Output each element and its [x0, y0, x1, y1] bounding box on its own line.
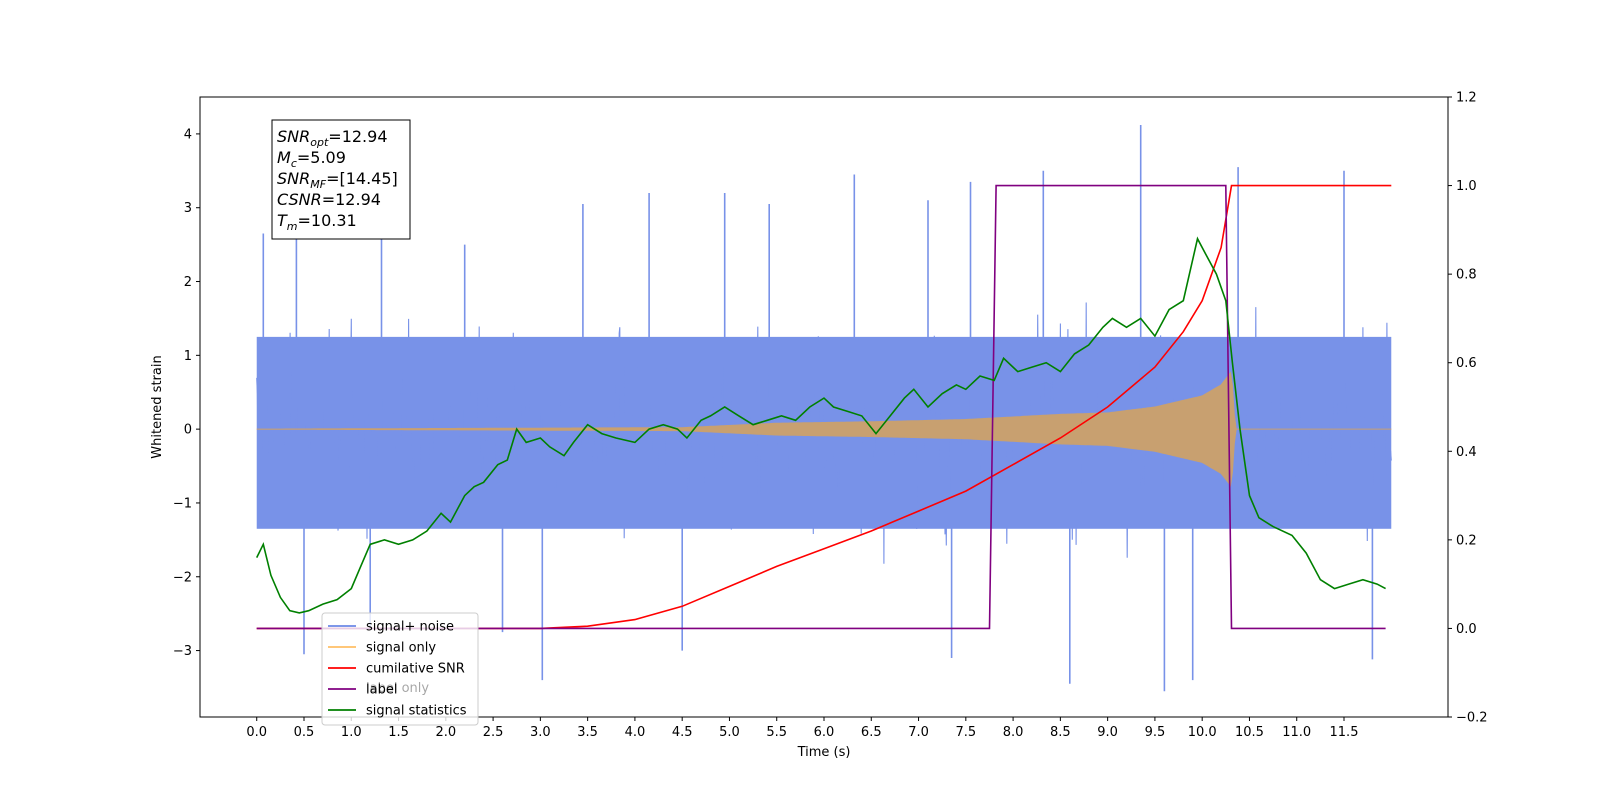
x-axis-label: Time (s)	[797, 745, 851, 760]
y-tick-label: 4	[184, 127, 192, 142]
y-tick-label: −2	[173, 570, 192, 585]
legend-label: signal only	[366, 641, 436, 656]
y2-tick-label: 0.4	[1456, 445, 1477, 460]
x-tick-label: 6.5	[861, 725, 882, 740]
annotation-frame	[271, 119, 411, 240]
x-tick-label: 4.5	[672, 725, 693, 740]
y2-tick-label: 0.8	[1456, 268, 1477, 283]
y2-tick-label: 0.6	[1456, 356, 1477, 371]
x-tick-label: 5.0	[719, 725, 740, 740]
legend-frame	[321, 612, 479, 726]
x-tick-label: 5.5	[766, 725, 787, 740]
y2-tick-label: −0.2	[1456, 711, 1488, 726]
y-tick-label: −3	[173, 644, 192, 659]
y2-tick-label: 0.0	[1456, 622, 1477, 637]
x-tick-label: 10.5	[1235, 725, 1264, 740]
series-signal-statistics	[255, 236, 1386, 614]
y-axis-label: Whitened strain	[150, 355, 165, 458]
x-tick-label: 2.0	[435, 725, 456, 740]
annotation-line: Tm=10.31	[277, 211, 357, 233]
x-tick-label: 6.0	[814, 725, 835, 740]
y2-tick-label: 0.2	[1456, 533, 1477, 548]
x-tick-label: 11.5	[1330, 725, 1359, 740]
annotation-line: SNRopt=12.94	[277, 127, 388, 149]
annotation-value: =12.94	[328, 127, 387, 146]
series-signal-only	[256, 371, 1392, 487]
annotation-subscript: opt	[310, 136, 329, 149]
series-cumilative-snr	[256, 184, 1392, 630]
x-tick-label: 11.0	[1282, 725, 1311, 740]
legend-hidden-entry: label only	[366, 681, 429, 696]
x-tick-label: 9.5	[1145, 725, 1166, 740]
annotation-subscript: m	[287, 220, 298, 233]
y-tick-label: 3	[184, 201, 192, 216]
annotation-line: CSNR=12.94	[277, 190, 381, 209]
annotation-symbol: M	[277, 148, 291, 167]
x-axis: 0.0 0.5 1.0 1.5 2.0 2.5 3.0 3.5 4.0 4.5 5.0 5.5 6.0 6…	[246, 717, 1358, 740]
annotation-value: =12.94	[322, 190, 381, 209]
annotation-line: Mc=5.09	[277, 148, 346, 170]
x-tick-label: 8.5	[1050, 725, 1071, 740]
y-tick-label: 2	[184, 275, 192, 290]
legend-label: cumilative SNR	[366, 662, 465, 677]
x-tick-label: 3.0	[530, 725, 551, 740]
x-tick-label: 1.0	[341, 725, 362, 740]
legend-label: signal+ noise	[366, 620, 454, 635]
legend-label: label	[366, 683, 397, 698]
legend: label only signal+ noise signal only cumila…	[321, 612, 479, 726]
x-tick-label: 7.5	[955, 725, 976, 740]
x-tick-label: 2.5	[483, 725, 504, 740]
y2-tick-label: 1.0	[1456, 179, 1477, 194]
y-tick-label: −1	[173, 496, 192, 511]
annotation-symbol: CSNR	[277, 190, 322, 209]
y-axis-left: −3 −2 −1 0 1 2 3 4	[173, 127, 200, 659]
annotation-value: =5.09	[297, 148, 346, 167]
annotation-line: SNRMF=[14.45]	[277, 169, 398, 191]
y2-tick-label: 1.2	[1456, 91, 1477, 106]
annotation-subscript: c	[291, 157, 297, 170]
x-tick-label: 9.0	[1097, 725, 1118, 740]
annotation-value: =10.31	[298, 211, 357, 230]
x-tick-label: 0.5	[294, 725, 315, 740]
annotation-box: SNRopt=12.94Mc=5.09SNRMF=[14.45]CSNR=12.…	[271, 119, 411, 240]
y-tick-label: 1	[184, 349, 192, 364]
x-tick-label: 3.5	[577, 725, 598, 740]
annotation-value: =[14.45]	[326, 169, 398, 188]
annotation-symbol: SNR	[277, 127, 310, 146]
data-layer	[255, 125, 1392, 692]
series-label	[256, 184, 1386, 630]
annotation-lines: SNRopt=12.94Mc=5.09SNRMF=[14.45]CSNR=12.…	[277, 127, 398, 233]
annotation-symbol: SNR	[277, 169, 310, 188]
x-tick-label: 4.0	[625, 725, 646, 740]
annotation-symbol: T	[277, 211, 288, 230]
legend-label: signal statistics	[366, 704, 467, 719]
x-tick-label: 0.0	[246, 725, 267, 740]
y-axis-right: −0.2 0.0 0.2 0.4 0.6 0.8 1.0 1.2	[1448, 91, 1488, 726]
annotation-subscript: MF	[310, 178, 326, 191]
x-tick-label: 1.5	[388, 725, 409, 740]
x-tick-label: 7.0	[908, 725, 929, 740]
y-tick-label: 0	[184, 423, 192, 438]
x-tick-label: 10.0	[1188, 725, 1217, 740]
x-tick-label: 8.0	[1003, 725, 1024, 740]
